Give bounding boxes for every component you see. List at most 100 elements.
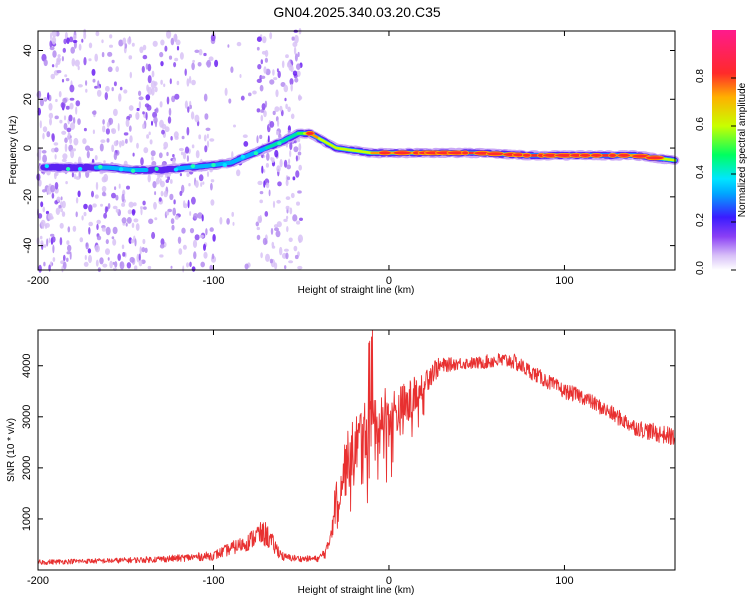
noise-speckle bbox=[112, 261, 115, 265]
ridge-blob bbox=[173, 167, 179, 172]
noise-speckle bbox=[54, 182, 59, 190]
noise-speckle bbox=[272, 110, 276, 116]
noise-speckle bbox=[180, 151, 184, 156]
noise-speckle bbox=[182, 244, 187, 250]
noise-speckle bbox=[165, 210, 170, 216]
noise-speckle bbox=[122, 252, 126, 257]
noise-speckle bbox=[51, 192, 55, 199]
noise-speckle bbox=[102, 125, 106, 133]
noise-speckle bbox=[91, 68, 96, 76]
noise-speckle bbox=[286, 215, 289, 220]
noise-speckle bbox=[51, 133, 55, 143]
noise-speckle bbox=[133, 218, 139, 223]
noise-speckle bbox=[83, 261, 89, 267]
noise-speckle bbox=[174, 135, 179, 140]
noise-speckle bbox=[112, 226, 118, 235]
noise-speckle bbox=[255, 221, 259, 227]
noise-speckle bbox=[287, 129, 291, 134]
noise-speckle bbox=[206, 59, 212, 68]
colorbar-tick-label: 0.8 bbox=[695, 69, 706, 83]
noise-speckle bbox=[72, 225, 77, 232]
noise-speckle bbox=[91, 190, 94, 198]
noise-speckle bbox=[118, 183, 121, 189]
ridge-blob bbox=[190, 164, 196, 169]
noise-speckle bbox=[263, 180, 266, 188]
noise-speckle bbox=[95, 31, 100, 37]
noise-speckle bbox=[175, 39, 181, 46]
noise-speckle bbox=[159, 101, 163, 108]
noise-speckle bbox=[163, 141, 169, 149]
noise-speckle bbox=[62, 97, 68, 104]
noise-speckle bbox=[209, 138, 215, 142]
ridge-blob bbox=[118, 167, 124, 172]
noise-speckle bbox=[136, 107, 140, 112]
noise-speckle bbox=[160, 61, 164, 67]
noise-speckle bbox=[135, 223, 140, 231]
noise-speckle bbox=[289, 150, 292, 158]
snr-x-ticks: -200 -100 0 100 bbox=[27, 330, 574, 587]
noise-speckle bbox=[236, 169, 241, 177]
noise-speckle bbox=[125, 138, 128, 144]
noise-speckle bbox=[186, 172, 190, 178]
noise-speckle bbox=[259, 134, 263, 140]
noise-speckle bbox=[295, 155, 298, 162]
noise-speckle bbox=[170, 218, 175, 225]
noise-speckle bbox=[288, 63, 293, 71]
x-tick-label: -200 bbox=[27, 275, 49, 287]
ridge-hotspot bbox=[485, 151, 505, 157]
spectrogram-y-ticks: -40 -20 0 20 40 bbox=[22, 44, 675, 254]
noise-speckle bbox=[69, 97, 75, 101]
noise-speckle bbox=[159, 254, 164, 258]
noise-speckle bbox=[75, 176, 80, 180]
noise-speckle bbox=[200, 261, 205, 268]
noise-speckle bbox=[66, 127, 72, 133]
noise-speckle bbox=[261, 103, 266, 111]
noise-speckle bbox=[266, 152, 270, 161]
noise-speckle bbox=[50, 32, 52, 41]
noise-speckle bbox=[134, 265, 138, 271]
noise-speckle bbox=[66, 251, 71, 255]
noise-speckle bbox=[166, 96, 170, 105]
noise-speckle bbox=[69, 84, 75, 93]
noise-speckle bbox=[147, 174, 151, 183]
noise-speckle bbox=[61, 56, 64, 62]
noise-speckle bbox=[209, 227, 214, 232]
y-tick-label: 0 bbox=[22, 145, 34, 151]
noise-speckle bbox=[152, 40, 158, 47]
noise-speckle bbox=[184, 100, 188, 109]
noise-speckle bbox=[92, 129, 95, 135]
noise-speckle bbox=[294, 77, 299, 83]
noise-speckle bbox=[40, 240, 44, 246]
noise-speckle bbox=[121, 193, 125, 202]
noise-speckle bbox=[100, 203, 103, 207]
noise-speckle bbox=[205, 228, 208, 236]
noise-speckle bbox=[41, 223, 45, 229]
noise-speckle bbox=[88, 227, 91, 235]
noise-speckle bbox=[124, 43, 128, 49]
noise-speckle bbox=[154, 86, 158, 93]
noise-speckle bbox=[107, 51, 113, 57]
noise-speckle bbox=[161, 123, 167, 129]
noise-speckle bbox=[283, 248, 289, 252]
noise-speckle bbox=[297, 51, 300, 58]
noise-speckle bbox=[179, 173, 182, 177]
noise-speckle bbox=[39, 120, 42, 129]
noise-speckle bbox=[287, 106, 291, 113]
noise-speckle bbox=[261, 165, 264, 174]
noise-speckle bbox=[142, 54, 148, 60]
noise-speckle bbox=[271, 241, 275, 248]
noise-speckle bbox=[191, 266, 196, 272]
noise-speckle bbox=[52, 257, 56, 262]
noise-speckle bbox=[150, 80, 156, 89]
noise-speckle bbox=[49, 40, 53, 48]
noise-speckle bbox=[243, 141, 249, 147]
noise-speckle bbox=[36, 90, 42, 99]
noise-speckle bbox=[165, 179, 169, 184]
noise-speckle bbox=[146, 134, 150, 139]
noise-speckle bbox=[166, 151, 169, 157]
noise-speckle bbox=[88, 42, 93, 49]
noise-speckle bbox=[54, 115, 59, 120]
noise-speckle bbox=[36, 151, 41, 158]
noise-speckle bbox=[72, 39, 78, 44]
